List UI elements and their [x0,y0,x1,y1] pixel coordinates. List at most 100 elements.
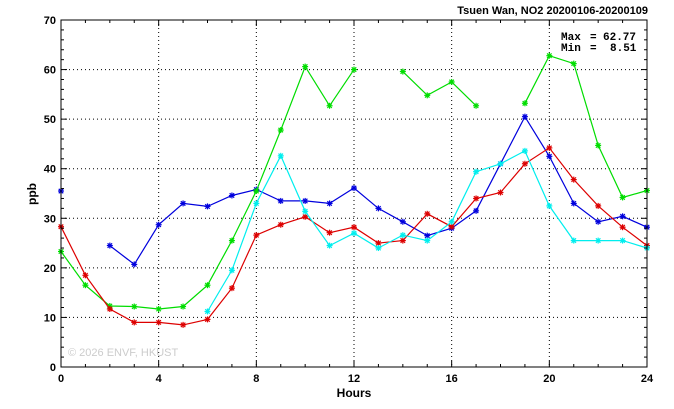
marker-stroke [448,219,455,225]
series-2 [58,144,650,328]
data-point [204,203,211,210]
data-point [619,213,626,220]
data-point [521,147,528,154]
data-point [351,66,357,73]
marker-stroke [595,219,601,225]
marker-stroke [302,208,308,215]
y-tick-label: 20 [44,263,56,275]
marker-stroke [302,63,308,70]
max-equals: = [590,32,597,44]
data-point [375,205,382,212]
data-point [521,113,528,120]
data-point [326,242,333,249]
data-point [399,218,406,225]
marker-stroke [326,242,333,249]
marker-stroke [375,245,382,251]
data-point [277,127,284,134]
data-point [82,272,89,279]
marker-stroke [522,113,528,120]
marker-stroke [278,198,284,204]
grid [61,20,647,367]
marker-stroke [595,237,601,244]
series-line [206,150,648,312]
data-point [204,282,211,289]
data-point [326,102,333,109]
marker-stroke [229,285,235,291]
marker-stroke [595,142,601,149]
y-tick-label: 0 [50,362,56,374]
marker-stroke [497,189,504,196]
series-line [524,54,648,199]
marker-stroke [351,185,357,191]
data-point [546,153,553,160]
data-point [131,303,138,310]
min-value: 8.51 [610,43,637,55]
marker-stroke [571,200,577,207]
data-point [277,152,284,159]
data-point [131,261,138,268]
data-point [106,306,113,313]
marker-stroke [424,211,430,217]
data-point [351,230,357,237]
data-point [448,78,455,85]
data-point [473,195,480,202]
marker-stroke [448,79,455,85]
marker-stroke [571,60,577,67]
data-point [595,202,602,209]
max-label: Max [561,32,581,44]
y-tick-label: 10 [44,312,56,324]
data-point [473,102,480,109]
marker-stroke [424,237,430,244]
marker-stroke [229,267,235,274]
marker-stroke [204,203,211,210]
marker-stroke [302,214,308,220]
marker-stroke [204,316,211,323]
data-point [155,221,162,228]
x-tick-label: 24 [641,373,654,385]
data-point [277,221,284,228]
marker-stroke [375,205,382,212]
min-equals: = [590,43,597,55]
data-point [424,210,431,217]
data-point [180,321,187,328]
series-1 [58,52,650,313]
marker-stroke [180,322,186,328]
data-point [228,192,235,199]
marker-stroke [571,237,577,244]
x-tick-label: 20 [543,373,555,385]
marker-stroke [522,148,528,154]
marker-stroke [619,194,626,201]
data-point [399,68,406,75]
watermark-text: © 2026 ENVF, HKUST [68,347,178,359]
marker-stroke [473,195,479,202]
marker-stroke [131,303,137,310]
data-point [180,200,187,207]
data-point [399,237,406,244]
marker-stroke [131,261,137,268]
data-point [326,229,333,236]
max-value: 62.77 [603,32,636,44]
series-line [402,71,477,107]
marker-stroke [229,237,235,244]
data-point [228,285,235,292]
data-point [473,168,480,175]
x-tick-label: 0 [58,373,64,385]
marker-stroke [375,240,382,246]
data-point [131,319,138,326]
data-point [619,194,626,201]
data-point [180,303,187,310]
marker-stroke [619,213,626,219]
data-point [204,308,211,315]
marker-stroke [522,100,528,106]
data-point [570,237,577,244]
data-point [497,189,504,196]
marker-stroke [253,232,260,238]
marker-stroke [473,169,479,175]
marker-stroke [400,68,406,75]
data-point [448,218,455,225]
marker-stroke [107,306,113,312]
y-tick-label: 40 [44,164,56,176]
data-point [253,200,260,207]
marker-stroke [155,222,162,228]
